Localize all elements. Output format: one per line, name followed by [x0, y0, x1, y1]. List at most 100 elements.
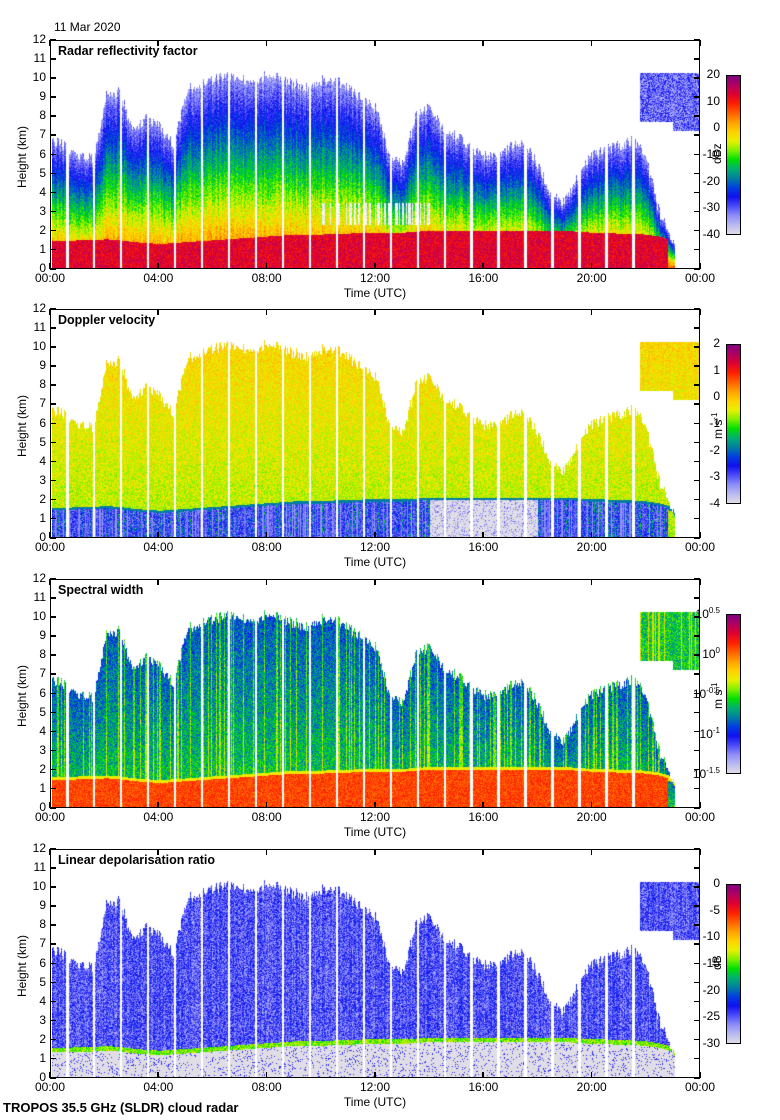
colorbar-tick-label: -10 [702, 929, 720, 944]
x-tick-mark [157, 263, 159, 269]
x-axis-label: Time (UTC) [343, 1095, 407, 1109]
y-tick-mark [50, 537, 56, 539]
y-tick-mark [50, 1057, 56, 1060]
x-tick-mark [590, 1072, 593, 1078]
x-tick-mark [590, 40, 593, 46]
y-tick-label: 8 [39, 647, 46, 662]
heatmap-image [52, 581, 699, 807]
y-tick-mark [694, 229, 700, 232]
x-tick-label: 12:00 [359, 271, 391, 285]
y-tick-mark [694, 210, 700, 213]
colorbar-tick-label: -3 [709, 469, 720, 484]
colorbar-unit-label: m s-1 [710, 412, 725, 439]
y-tick-label: 12 [32, 32, 46, 46]
y-tick-mark [50, 172, 56, 175]
y-tick-mark [50, 905, 56, 907]
y-tick-mark [50, 479, 56, 482]
colorbar-tick-label: -2 [709, 442, 720, 457]
plot-area: Radar reflectivity factor [50, 40, 700, 269]
y-tick-mark [694, 578, 700, 580]
x-tick-mark [265, 309, 268, 315]
y-tick-mark [694, 308, 700, 310]
y-tick-mark [50, 58, 56, 60]
y-tick-mark [694, 1000, 700, 1003]
y-tick-mark [694, 768, 700, 771]
x-tick-label: 16:00 [468, 810, 499, 824]
y-tick-mark [694, 248, 700, 251]
y-tick-mark [50, 268, 56, 270]
y-tick-mark [50, 365, 56, 367]
y-tick-label: 0 [39, 1070, 46, 1084]
plot-area: Doppler velocity [50, 309, 700, 538]
x-tick-mark [157, 309, 159, 315]
y-tick-mark [694, 39, 700, 41]
y-tick-mark [694, 441, 700, 444]
y-tick-label: 4 [39, 723, 46, 738]
y-tick-mark [694, 384, 700, 386]
y-tick-label: 6 [39, 685, 46, 700]
x-tick-mark [49, 1072, 51, 1078]
y-tick-label: 3 [39, 472, 46, 487]
y-tick-mark [50, 635, 56, 637]
x-tick-label: 00:00 [34, 540, 66, 554]
y-tick-mark [50, 654, 56, 656]
x-tick-label: 04:00 [143, 540, 174, 554]
y-tick-mark [50, 346, 56, 348]
y-tick-mark [50, 191, 56, 194]
x-tick-mark [699, 532, 701, 538]
colorbar-tick-label: -30 [702, 1036, 720, 1050]
y-tick-mark [694, 635, 700, 637]
y-tick-mark [694, 268, 700, 270]
x-tick-mark [699, 309, 701, 315]
panel-title: Radar reflectivity factor [58, 44, 198, 58]
x-tick-label: 16:00 [468, 540, 499, 554]
x-tick-label: 20:00 [576, 1080, 607, 1094]
y-tick-mark [50, 943, 56, 945]
y-tick-label: 4 [39, 184, 46, 199]
x-tick-label: 12:00 [359, 540, 391, 554]
heatmap-image [52, 42, 699, 268]
y-tick-mark [50, 248, 56, 251]
y-tick-label: 10 [32, 339, 46, 354]
x-tick-label: 20:00 [576, 540, 607, 554]
x-tick-mark [699, 263, 701, 269]
x-tick-mark [265, 532, 268, 538]
y-tick-mark [694, 943, 700, 945]
colorbar-tick-label: 2 [713, 336, 720, 350]
x-tick-mark [157, 579, 159, 585]
heatmap-image [52, 851, 699, 1077]
x-tick-label: 00:00 [684, 1080, 716, 1094]
y-tick-label: 9 [39, 628, 46, 643]
colorbar-unit-label: m s-1 [710, 682, 725, 709]
y-tick-label: 5 [39, 974, 46, 989]
colorbar-tick-label: -20 [702, 173, 720, 188]
x-tick-mark [482, 309, 484, 315]
x-tick-label: 00:00 [684, 540, 716, 554]
colorbar-tick-label: -30 [702, 200, 720, 215]
y-tick-label: 2 [39, 761, 46, 776]
x-tick-mark [49, 579, 51, 585]
y-tick-mark [50, 692, 56, 694]
y-tick-label: 12 [32, 571, 46, 585]
x-tick-mark [374, 40, 376, 46]
colorbar-tick-label: 0 [713, 120, 720, 135]
colorbar-tick-label: -25 [702, 1009, 720, 1024]
y-tick-mark [50, 616, 56, 618]
x-tick-label: 00:00 [34, 271, 66, 285]
x-tick-mark [374, 309, 376, 315]
y-tick-mark [694, 134, 700, 136]
y-tick-label: 5 [39, 165, 46, 180]
y-tick-label: 6 [39, 955, 46, 970]
colorbar-tick-label: 20 [706, 67, 720, 81]
y-tick-label: 1 [39, 510, 46, 525]
y-tick-mark [50, 924, 56, 926]
colorbar-tick-label: 10-0.5 [692, 686, 720, 701]
y-tick-mark [694, 905, 700, 907]
colorbar-tick-label: -10 [702, 147, 720, 161]
y-tick-label: 8 [39, 108, 46, 123]
y-axis-label: Height (km) [15, 394, 29, 457]
y-tick-label: 8 [39, 377, 46, 392]
x-tick-label: 12:00 [359, 1080, 391, 1094]
y-tick-mark [50, 229, 56, 232]
x-tick-label: 20:00 [576, 810, 607, 824]
